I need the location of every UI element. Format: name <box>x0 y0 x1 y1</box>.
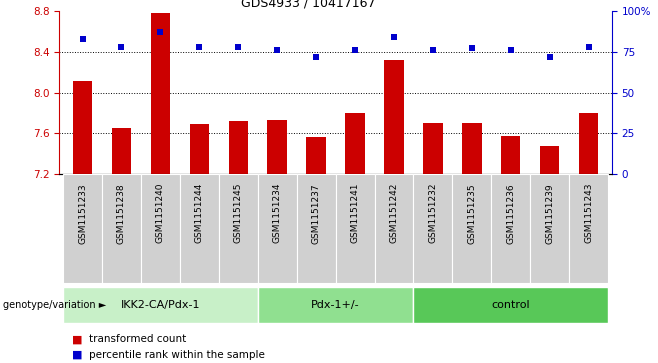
Text: GSM1151234: GSM1151234 <box>272 183 282 244</box>
Text: Pdx-1+/-: Pdx-1+/- <box>311 300 360 310</box>
Bar <box>345 113 365 174</box>
Bar <box>112 128 131 174</box>
Text: GSM1151232: GSM1151232 <box>428 183 438 244</box>
Bar <box>151 13 170 174</box>
Bar <box>530 174 569 283</box>
Point <box>544 54 555 60</box>
Point <box>233 44 243 50</box>
Bar <box>579 113 598 174</box>
Bar <box>413 174 452 283</box>
Point <box>194 44 205 50</box>
Bar <box>540 146 559 174</box>
Text: GSM1151233: GSM1151233 <box>78 183 87 244</box>
Bar <box>297 174 336 283</box>
Point <box>467 45 477 51</box>
Text: ■: ■ <box>72 334 83 344</box>
Text: GSM1151245: GSM1151245 <box>234 183 243 244</box>
Point <box>155 29 166 35</box>
Bar <box>307 138 326 174</box>
Point <box>272 47 282 53</box>
Title: GDS4933 / 10417167: GDS4933 / 10417167 <box>241 0 375 10</box>
Bar <box>374 174 413 283</box>
Bar <box>180 174 219 283</box>
Bar <box>258 174 297 283</box>
Bar <box>63 287 258 323</box>
Text: control: control <box>492 300 530 310</box>
Point <box>505 47 516 53</box>
Point <box>350 47 361 53</box>
Text: GSM1151236: GSM1151236 <box>506 183 515 244</box>
Text: percentile rank within the sample: percentile rank within the sample <box>89 350 265 360</box>
Text: GSM1151237: GSM1151237 <box>312 183 320 244</box>
Text: transformed count: transformed count <box>89 334 186 344</box>
Bar <box>102 174 141 283</box>
Bar <box>73 81 92 174</box>
Point <box>428 47 438 53</box>
Bar <box>569 174 608 283</box>
Bar <box>462 123 482 174</box>
Bar <box>190 124 209 174</box>
Point <box>311 54 321 60</box>
Bar <box>452 174 492 283</box>
Text: GSM1151244: GSM1151244 <box>195 183 204 243</box>
Text: genotype/variation ►: genotype/variation ► <box>3 300 107 310</box>
Text: GSM1151235: GSM1151235 <box>467 183 476 244</box>
Bar <box>63 174 102 283</box>
Bar <box>384 60 404 174</box>
Bar <box>141 174 180 283</box>
Text: GSM1151242: GSM1151242 <box>390 183 399 243</box>
Bar <box>423 123 443 174</box>
Text: GSM1151241: GSM1151241 <box>351 183 359 244</box>
Text: ■: ■ <box>72 350 83 360</box>
Point <box>389 34 399 40</box>
Text: GSM1151238: GSM1151238 <box>117 183 126 244</box>
Point <box>116 44 127 50</box>
Bar <box>258 287 413 323</box>
Text: IKK2-CA/Pdx-1: IKK2-CA/Pdx-1 <box>120 300 200 310</box>
Text: GSM1151239: GSM1151239 <box>545 183 554 244</box>
Bar <box>219 174 258 283</box>
Bar <box>336 174 374 283</box>
Bar <box>492 174 530 283</box>
Point <box>77 36 88 41</box>
Text: GSM1151243: GSM1151243 <box>584 183 593 244</box>
Bar <box>413 287 608 323</box>
Text: GSM1151240: GSM1151240 <box>156 183 165 244</box>
Bar <box>228 121 248 174</box>
Bar <box>267 120 287 174</box>
Point <box>584 44 594 50</box>
Bar <box>501 136 520 174</box>
